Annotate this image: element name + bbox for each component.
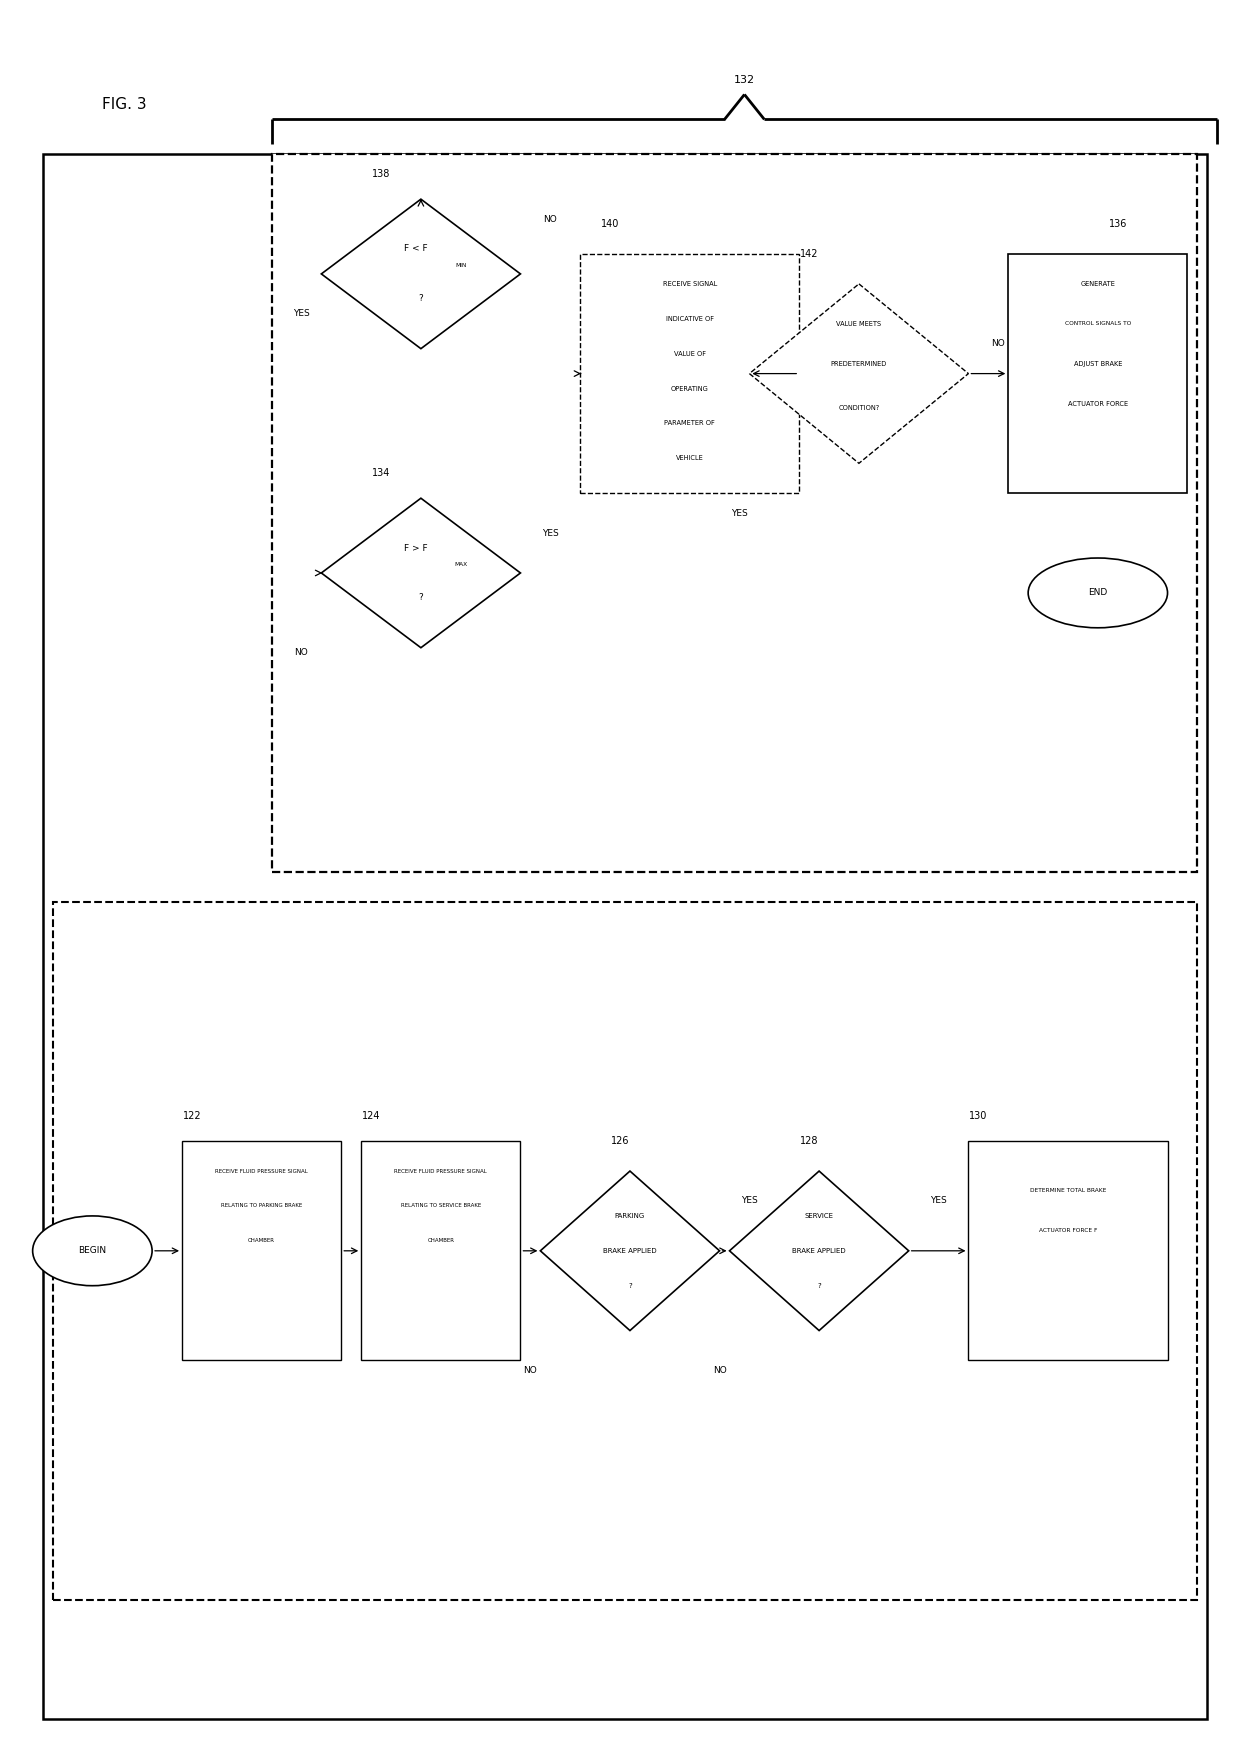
Text: ?: ? [419, 294, 423, 303]
Text: 128: 128 [800, 1135, 818, 1146]
Polygon shape [321, 200, 521, 349]
FancyBboxPatch shape [272, 154, 1198, 872]
Text: 132: 132 [734, 75, 755, 84]
Text: MIN: MIN [455, 263, 466, 268]
Text: 130: 130 [970, 1111, 987, 1121]
Text: NO: NO [992, 340, 1006, 349]
Text: BRAKE APPLIED: BRAKE APPLIED [603, 1247, 657, 1254]
Text: 142: 142 [800, 249, 818, 259]
FancyBboxPatch shape [580, 254, 800, 494]
Text: 124: 124 [362, 1111, 381, 1121]
Text: BEGIN: BEGIN [78, 1246, 107, 1254]
Text: F > F: F > F [404, 543, 428, 552]
Text: ACTUATOR FORCE: ACTUATOR FORCE [1068, 401, 1128, 406]
Text: SERVICE: SERVICE [805, 1212, 833, 1219]
Text: 138: 138 [372, 170, 391, 179]
Polygon shape [749, 284, 968, 463]
Text: VALUE OF: VALUE OF [673, 350, 706, 357]
FancyBboxPatch shape [361, 1141, 521, 1361]
Text: 134: 134 [372, 468, 391, 478]
Text: CONTROL SIGNALS TO: CONTROL SIGNALS TO [1065, 321, 1131, 326]
Text: RECEIVE FLUID PRESSURE SIGNAL: RECEIVE FLUID PRESSURE SIGNAL [216, 1169, 308, 1174]
Text: DETERMINE TOTAL BRAKE: DETERMINE TOTAL BRAKE [1029, 1188, 1106, 1193]
Text: PARAMETER OF: PARAMETER OF [665, 420, 715, 426]
Text: ADJUST BRAKE: ADJUST BRAKE [1074, 361, 1122, 366]
Text: 140: 140 [601, 219, 619, 230]
Text: PREDETERMINED: PREDETERMINED [831, 361, 887, 366]
Text: INDICATIVE OF: INDICATIVE OF [666, 315, 714, 322]
FancyBboxPatch shape [42, 154, 1208, 1719]
FancyBboxPatch shape [968, 1141, 1168, 1361]
Text: RECEIVE SIGNAL: RECEIVE SIGNAL [662, 280, 717, 287]
Text: NO: NO [543, 214, 557, 224]
Text: RELATING TO PARKING BRAKE: RELATING TO PARKING BRAKE [221, 1204, 303, 1209]
FancyBboxPatch shape [1008, 254, 1188, 494]
Text: YES: YES [930, 1197, 947, 1205]
Text: ACTUATOR FORCE F: ACTUATOR FORCE F [1039, 1228, 1097, 1233]
Text: FIG. 3: FIG. 3 [103, 96, 148, 112]
Text: NO: NO [295, 648, 309, 657]
Ellipse shape [1028, 557, 1168, 627]
Text: CHAMBER: CHAMBER [428, 1239, 454, 1244]
Text: NO: NO [713, 1367, 727, 1375]
Text: YES: YES [293, 310, 310, 319]
Polygon shape [729, 1170, 909, 1330]
Polygon shape [541, 1170, 719, 1330]
Text: CONDITION?: CONDITION? [838, 405, 879, 412]
Ellipse shape [32, 1216, 153, 1286]
Text: CHAMBER: CHAMBER [248, 1239, 275, 1244]
Text: YES: YES [732, 508, 748, 517]
Text: YES: YES [742, 1197, 758, 1205]
Text: GENERATE: GENERATE [1080, 280, 1115, 287]
Text: ?: ? [817, 1282, 821, 1289]
Text: YES: YES [542, 529, 559, 538]
FancyBboxPatch shape [182, 1141, 341, 1361]
Text: RECEIVE FLUID PRESSURE SIGNAL: RECEIVE FLUID PRESSURE SIGNAL [394, 1169, 487, 1174]
Polygon shape [321, 498, 521, 648]
Text: RELATING TO SERVICE BRAKE: RELATING TO SERVICE BRAKE [401, 1204, 481, 1209]
Text: F < F: F < F [404, 245, 428, 254]
Text: 126: 126 [611, 1135, 629, 1146]
Text: VEHICLE: VEHICLE [676, 456, 703, 461]
Text: END: END [1089, 589, 1107, 597]
Text: BRAKE APPLIED: BRAKE APPLIED [792, 1247, 846, 1254]
Text: ?: ? [419, 594, 423, 603]
Text: 136: 136 [1109, 219, 1127, 230]
Text: MAX: MAX [454, 562, 467, 568]
Text: NO: NO [523, 1367, 537, 1375]
Text: ?: ? [629, 1282, 632, 1289]
Text: VALUE MEETS: VALUE MEETS [836, 321, 882, 328]
FancyBboxPatch shape [52, 902, 1198, 1600]
Text: PARKING: PARKING [615, 1212, 645, 1219]
Text: 122: 122 [182, 1111, 201, 1121]
Text: OPERATING: OPERATING [671, 385, 708, 391]
